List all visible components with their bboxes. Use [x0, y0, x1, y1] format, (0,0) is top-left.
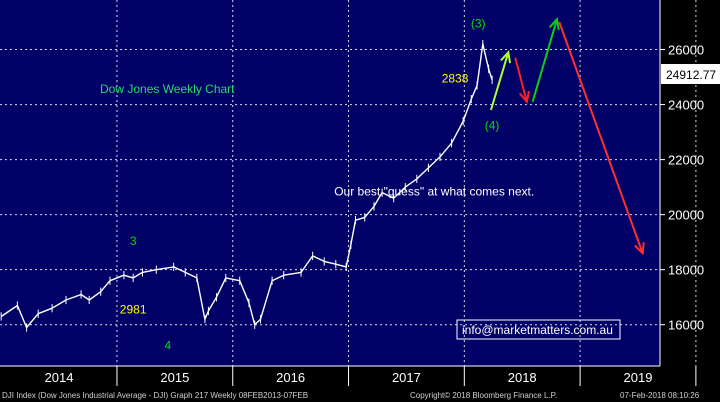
- x-tick-label: 2014: [45, 370, 74, 385]
- annotations: 3 2981 4 (3) 2838 (4) Our best "guess" at what…: [120, 17, 534, 353]
- price-series: [0, 39, 493, 332]
- forecast-arrow: [558, 21, 645, 256]
- forecast-arrows: [489, 17, 645, 256]
- bottom-axis-area: [0, 366, 660, 390]
- forecast-arrow: [531, 17, 560, 103]
- y-tick-label: 18000: [668, 263, 704, 278]
- forecast-arrow-head: [500, 50, 512, 64]
- x-tick-label: 2018: [508, 370, 537, 385]
- annotation-label: (4): [485, 118, 500, 132]
- forecast-arrow: [489, 50, 512, 111]
- annotation-label: 2838: [442, 72, 469, 86]
- y-tick-label: 22000: [668, 153, 704, 168]
- y-tick-label: 16000: [668, 318, 704, 333]
- forecast-arrow-shaft: [489, 51, 510, 111]
- x-tick-label: 2017: [392, 370, 421, 385]
- forecast-arrow-shaft: [558, 21, 644, 254]
- footer-security: DJI Index (Dow Jones Industrial Average …: [2, 391, 309, 400]
- grid: [0, 0, 697, 366]
- forecast-arrow-head: [634, 242, 645, 256]
- x-axis: 2014 2015 2016 2017 2018 2019: [0, 365, 697, 386]
- annotation-label: 3: [130, 234, 137, 248]
- annotation-label: Our best "guess" at what comes next.: [334, 184, 534, 198]
- forecast-arrow-head: [548, 17, 560, 31]
- y-axis: 16000 18000 20000 22000 24000 26000: [659, 0, 704, 366]
- plot-background: [0, 0, 660, 366]
- footer-copyright: Copyright© 2018 Bloomberg Finance L.P.: [410, 391, 558, 400]
- forecast-arrow: [514, 57, 530, 105]
- y-tick-label: 26000: [668, 43, 704, 58]
- annotation-label: 4: [165, 338, 172, 352]
- x-tick-label: 2015: [160, 370, 189, 385]
- forecast-arrow-shaft: [531, 18, 558, 103]
- footer-timestamp: 07-Feb-2018 08:10:26: [620, 391, 700, 400]
- last-price-marker: 24912.77: [661, 64, 720, 84]
- y-tick-label: 24000: [668, 98, 704, 113]
- contact-email[interactable]: info@marketmatters.com.au: [462, 323, 613, 337]
- chart-title: Dow Jones Weekly Chart: [100, 82, 235, 96]
- annotation-label: 2981: [120, 303, 147, 317]
- x-tick-label: 2019: [624, 370, 653, 385]
- y-tick-label: 20000: [668, 208, 704, 223]
- annotation-label: (3): [471, 17, 486, 31]
- last-price-label: 24912.77: [666, 68, 716, 82]
- forecast-arrow-shaft: [514, 57, 528, 103]
- x-tick-label: 2016: [276, 370, 305, 385]
- contact-box[interactable]: info@marketmatters.com.au: [456, 319, 621, 340]
- footer: DJI Index (Dow Jones Industrial Average …: [0, 390, 720, 402]
- forecast-arrow-head: [518, 90, 530, 105]
